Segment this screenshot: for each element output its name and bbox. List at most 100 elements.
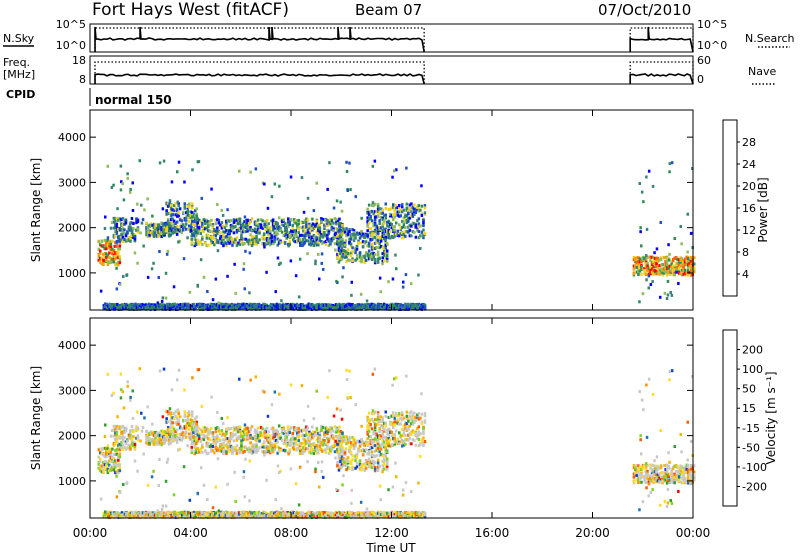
- power-cell-1691: [398, 214, 401, 218]
- power-cell-1668: [393, 228, 396, 232]
- velocity-cell-853: [256, 449, 260, 452]
- power-cell-1541: [367, 211, 371, 215]
- velocity-cell-108: [117, 464, 120, 468]
- velocity-cell-87: [114, 449, 117, 453]
- power-cell-25: [102, 245, 105, 248]
- velocity-cell-473: [186, 421, 189, 425]
- power-cell-250: [146, 228, 150, 232]
- power-cell-1135: [315, 238, 319, 242]
- velocity-cell-705: [228, 443, 231, 447]
- power-cell-3653: [684, 257, 687, 261]
- velocity-cell-470: [185, 426, 188, 430]
- velocity-cell-561: [195, 448, 198, 452]
- power-cell-2504: [242, 302, 246, 306]
- power-cell-1086: [305, 222, 308, 226]
- power-cell-1326: [346, 230, 350, 234]
- power-cell-1303: [342, 255, 345, 258]
- velocity-cell-408: [169, 429, 173, 433]
- power-cell-s113: [248, 251, 252, 255]
- power-cell-1346: [349, 251, 353, 255]
- power-cell-2156: [170, 307, 173, 311]
- power-cell-1139: [315, 243, 319, 247]
- power-cell-s111: [360, 260, 363, 264]
- power-cell-655: [216, 240, 219, 244]
- power-cell-2432: [227, 305, 231, 309]
- power-cell-1373: [355, 244, 359, 248]
- power-cell-654: [216, 232, 219, 236]
- power-cell-s171: [128, 222, 132, 226]
- velocity-cell-99: [115, 453, 119, 456]
- power-cell-389: [166, 202, 170, 206]
- power-cell-293: [155, 233, 159, 237]
- power-cell-1716: [402, 233, 406, 237]
- power-cell-821: [250, 235, 254, 239]
- power-cell-1451: [372, 254, 375, 258]
- power-cell-1595: [378, 211, 381, 215]
- power-cell-3409: [632, 264, 636, 268]
- velocity-cell-32: [103, 455, 107, 459]
- power-cell-s143: [140, 221, 144, 225]
- power-cell-1296: [340, 249, 344, 253]
- velocity-cell-398: [168, 429, 171, 433]
- power-cell-1480: [378, 242, 381, 246]
- velocity-cell-11: [99, 457, 102, 461]
- power-cell-1596: [379, 226, 383, 230]
- power-cell-3255: [392, 303, 395, 307]
- power-cell-2027: [143, 305, 146, 309]
- power-cell-638: [213, 230, 216, 233]
- velocity-cell-941: [273, 430, 276, 433]
- power-cell-1795: [417, 236, 421, 240]
- power-cell-s106: [638, 182, 641, 185]
- velocity-cell-618: [207, 437, 210, 441]
- power-cell-3485: [649, 272, 652, 276]
- velocity-cell-239: [145, 438, 148, 442]
- power-cell-67: [109, 239, 113, 243]
- power-cell-s253: [401, 285, 405, 289]
- velocity-cell-565: [196, 425, 199, 429]
- power-cell-701: [226, 229, 230, 233]
- power-cell-1927: [122, 307, 125, 310]
- power-cell-1609: [381, 211, 384, 215]
- power-cell-1600: [379, 211, 383, 215]
- power-cell-s120: [420, 184, 423, 188]
- power-cell-3193: [378, 304, 381, 308]
- power-cell-107: [117, 246, 120, 250]
- power-cell-1145: [317, 243, 320, 247]
- power-cell-1586: [376, 231, 380, 235]
- velocity-cell-432: [175, 421, 179, 424]
- power-cell-625: [210, 240, 213, 244]
- power-cell-407: [169, 203, 173, 207]
- velocity-cell-250: [146, 436, 150, 440]
- velocity-cell-86: [114, 471, 117, 475]
- velocity-cell-170: [121, 443, 125, 447]
- velocity-cell-446: [178, 436, 182, 440]
- power-cell-1407: [363, 241, 366, 245]
- power-cell-882: [264, 242, 267, 246]
- power-cell-3222: [384, 304, 387, 308]
- power-cell-1846: [105, 305, 109, 309]
- power-cell-760: [238, 238, 242, 242]
- velocity-cell-445: [178, 426, 182, 430]
- power-cell-3011: [342, 303, 345, 307]
- power-cell-1708: [401, 203, 404, 207]
- power-cell-3373: [416, 307, 419, 311]
- power-cell-11: [99, 249, 102, 253]
- ytick-label: 4000: [58, 131, 86, 144]
- power-cell-2451: [230, 307, 234, 311]
- velocity-cell-8: [99, 459, 102, 463]
- velocity-cell-530: [190, 433, 193, 437]
- power-cell-2593: [257, 302, 261, 306]
- power-cell-786: [244, 226, 248, 229]
- power-cell-s107: [130, 229, 134, 233]
- power-cell-924: [271, 225, 275, 229]
- power-cell-1467: [375, 241, 378, 245]
- power-cell-3684: [690, 259, 693, 263]
- velocity-cell-679: [222, 438, 225, 442]
- power-cell-98: [115, 262, 119, 266]
- power-cell-2938: [327, 303, 330, 307]
- power-cell-3424: [635, 261, 639, 265]
- power-cell-3564: [665, 255, 669, 259]
- power-cell-s54: [279, 261, 282, 265]
- power-cell-1613: [383, 221, 386, 225]
- power-cell-s88: [326, 187, 329, 191]
